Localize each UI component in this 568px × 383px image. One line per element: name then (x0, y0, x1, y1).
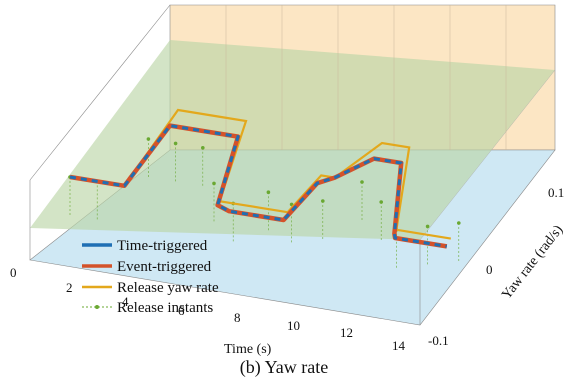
x-tick-label: 8 (234, 310, 241, 325)
release-instant-point (267, 190, 271, 194)
x-tick-label: 10 (287, 318, 300, 333)
release-instant-point (426, 225, 430, 229)
x-tick-label: 14 (392, 338, 406, 353)
y-tick-label: 0 (486, 262, 493, 277)
x-tick-label: 0 (10, 265, 17, 280)
y-tick-label: -0.1 (428, 333, 449, 348)
x-tick-label: 12 (340, 325, 353, 340)
release-instant-point (147, 137, 151, 141)
release-instant-point (360, 180, 364, 184)
legend-label-release-yaw-rate: Release yaw rate (117, 280, 219, 296)
release-instant-point (174, 142, 178, 146)
release-instant-point (201, 146, 205, 150)
x-axis-label: Time (s) (224, 342, 272, 357)
figure-caption: (b) Yaw rate (0, 357, 568, 378)
release-instant-point (457, 221, 461, 225)
y-axis-label: Yaw rate (rad/s) (499, 222, 566, 302)
release-instant-point (379, 200, 383, 204)
legend-label-event-triggered: Event-triggered (117, 259, 212, 275)
legend-marker-release-instants (95, 305, 99, 309)
y-tick-label: 0.1 (548, 185, 564, 200)
release-instant-point (321, 199, 325, 203)
legend-label-release-instants: Release instants (117, 300, 213, 316)
release-instant-point (212, 182, 216, 186)
legend-label-time-triggered: Time-triggered (117, 238, 208, 254)
x-tick-label: 2 (66, 280, 73, 295)
